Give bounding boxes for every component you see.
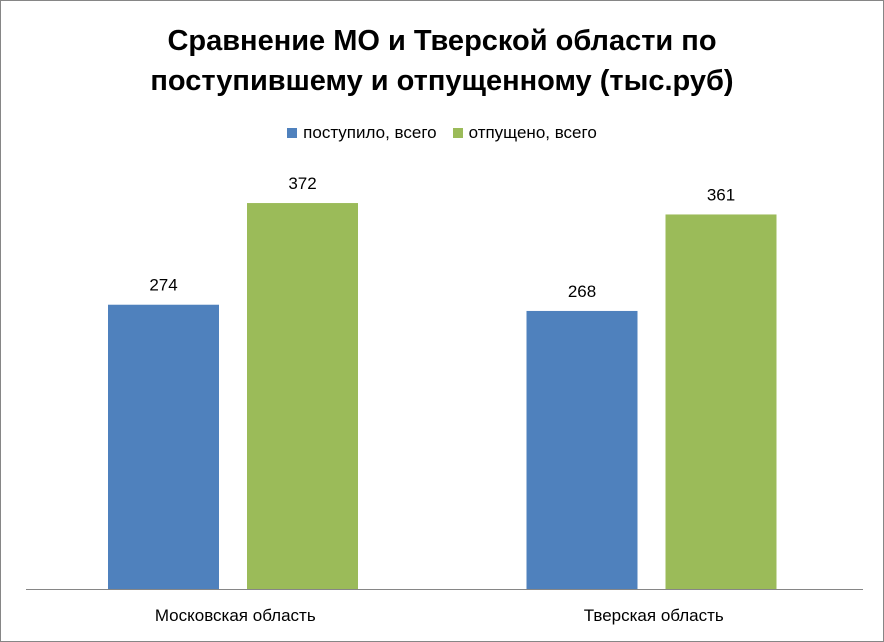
data-label-received-1: 268 (568, 282, 596, 301)
chart-title-line-2: поступившему и отпущенному (тыс.руб) (150, 65, 734, 97)
chart-legend: поступило, всего отпущено, всего (1, 123, 883, 143)
legend-label-received: поступило, всего (303, 123, 437, 142)
data-label-received-0: 274 (149, 276, 177, 295)
chart-title-line-1: Сравнение МО и Тверской области по (167, 25, 717, 57)
bar-dispensed-0 (247, 203, 358, 590)
category-label-1: Тверская область (584, 606, 724, 625)
legend-swatch-received (287, 128, 298, 138)
legend-item-dispensed: отпущено, всего (452, 123, 597, 143)
bar-dispensed-1 (665, 214, 777, 589)
legend-swatch-dispensed (452, 128, 463, 138)
category-label-0: Московская область (155, 606, 316, 625)
bar-received-1 (526, 310, 638, 589)
legend-item-received: поступило, всего (287, 123, 437, 143)
data-label-dispensed-0: 372 (288, 174, 316, 193)
legend-label-dispensed: отпущено, всего (468, 123, 597, 142)
data-label-dispensed-1: 361 (707, 185, 735, 204)
bar-received-0 (108, 304, 219, 589)
